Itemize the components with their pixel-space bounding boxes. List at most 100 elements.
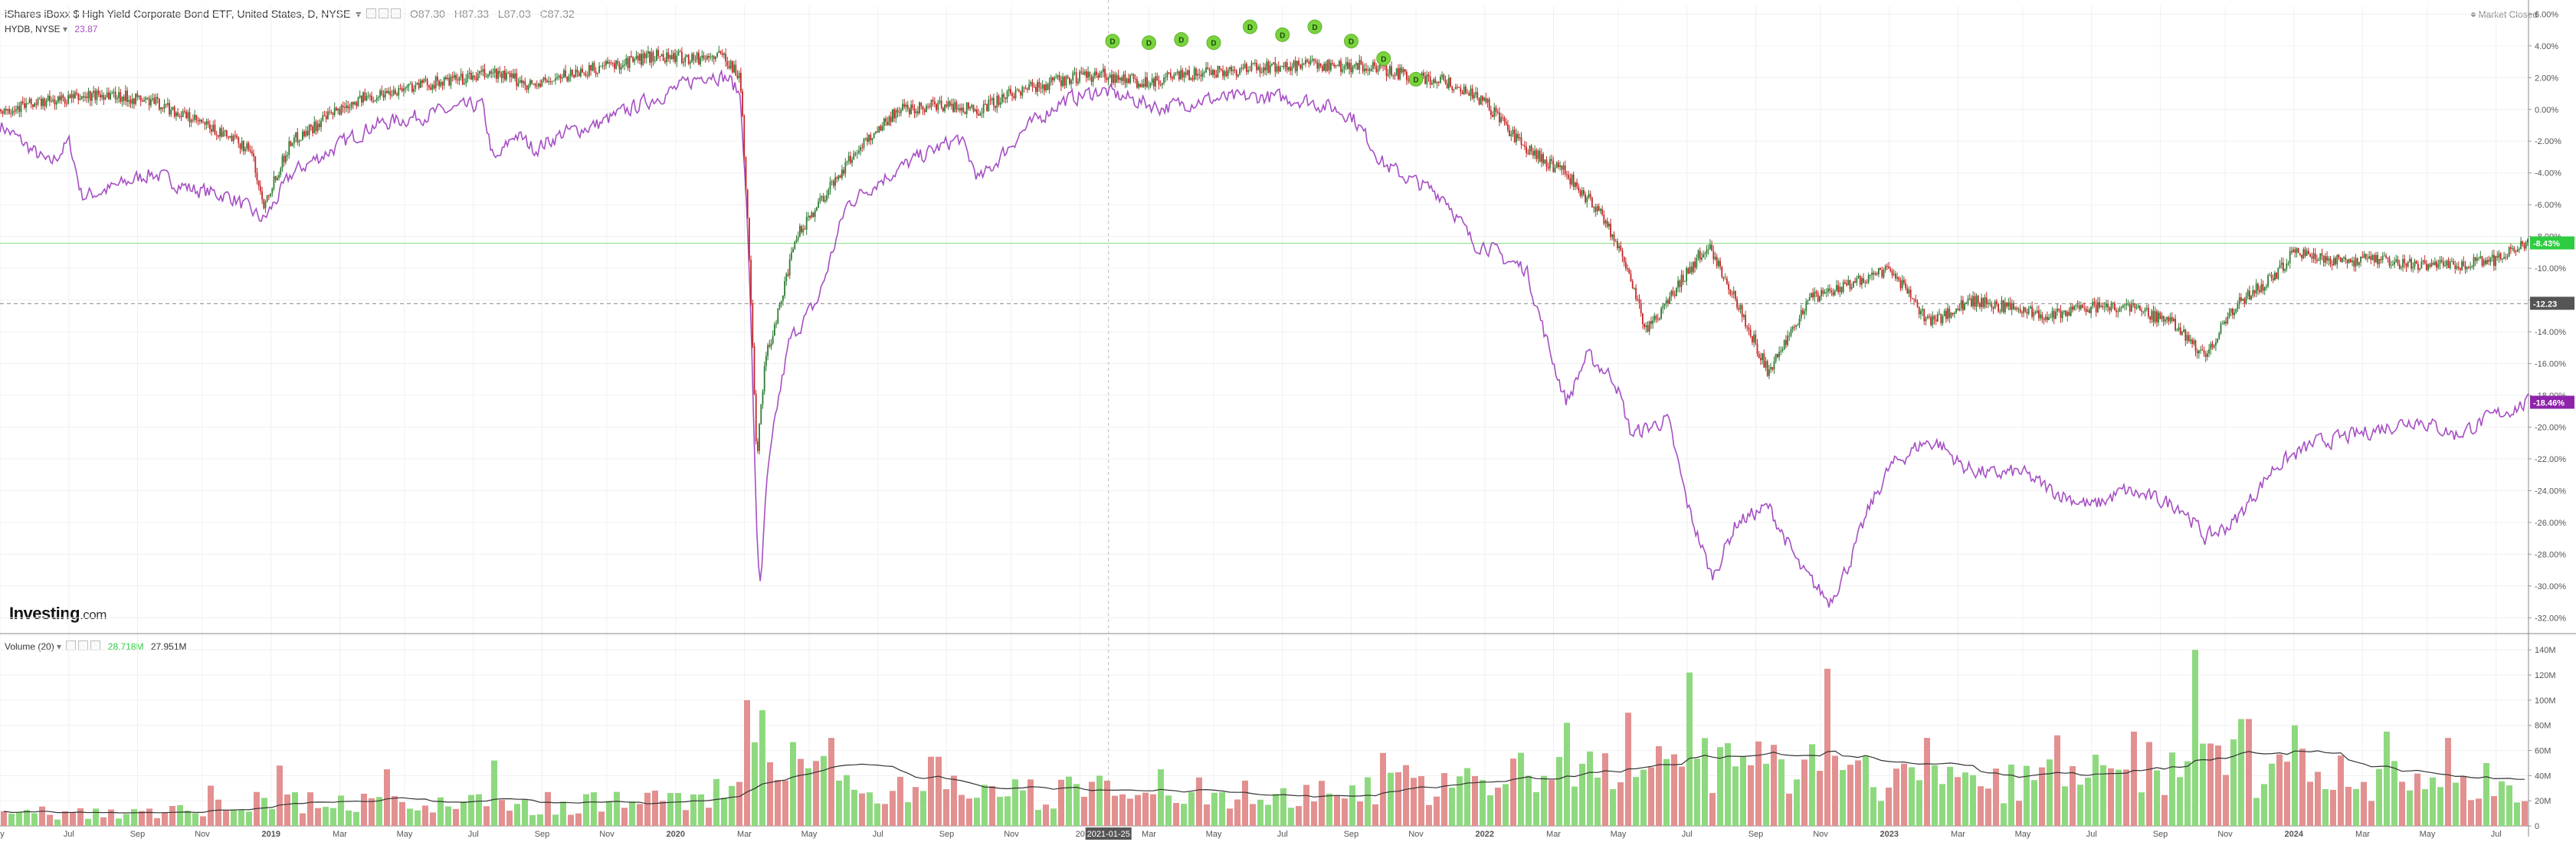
- candle-body: [51, 100, 52, 102]
- volume-bar: [483, 806, 490, 826]
- candle-body: [2346, 259, 2348, 264]
- candle-body: [2515, 251, 2517, 253]
- volume-bar: [1365, 777, 1371, 826]
- candle-body: [961, 107, 962, 111]
- candle-body: [1844, 282, 1846, 283]
- candle-body: [1008, 89, 1010, 91]
- candle-body: [327, 111, 329, 120]
- volume-bar: [752, 742, 758, 826]
- candle-body: [614, 63, 615, 69]
- candle-body: [1014, 90, 1017, 99]
- candle-body: [1342, 68, 1344, 72]
- candle-body: [1992, 307, 1994, 309]
- candle-body: [809, 215, 811, 218]
- volume-bar: [1985, 788, 1991, 826]
- candle-body: [1519, 137, 1521, 139]
- volume-bar: [1073, 784, 1080, 826]
- volume-bar: [2353, 788, 2359, 826]
- candle-body: [1673, 294, 1676, 297]
- candle-body: [187, 112, 189, 119]
- candle-body: [713, 56, 715, 60]
- candle-body: [1121, 77, 1122, 81]
- candle-body: [1244, 64, 1246, 68]
- volume-bar: [2460, 776, 2466, 826]
- candle-body: [325, 116, 327, 120]
- candle-body: [2350, 259, 2352, 263]
- volume-bar: [1434, 796, 1440, 826]
- candle-body: [1625, 262, 1627, 269]
- remove-button[interactable]: [391, 8, 401, 18]
- volume-value-1: 28.718M: [107, 641, 144, 652]
- y-tick-label: -16.00%: [2535, 360, 2566, 369]
- candle-body: [2204, 353, 2207, 357]
- candle-body: [1988, 303, 1989, 304]
- market-status: Market Closed: [2470, 9, 2538, 20]
- compare-header[interactable]: HYDB, NYSE ▾ 23.87: [5, 24, 97, 34]
- volume-label[interactable]: Volume (20): [5, 641, 54, 652]
- candle-body: [2119, 308, 2121, 312]
- candle-body: [1962, 300, 1964, 310]
- candle-body: [61, 95, 63, 100]
- settings-button[interactable]: [366, 8, 377, 18]
- volume-bar: [1050, 808, 1057, 826]
- volume-bar: [499, 800, 505, 826]
- volume-bar: [1901, 763, 1907, 826]
- candle-body: [1628, 268, 1630, 274]
- volume-bar: [575, 813, 582, 826]
- candle-body: [2082, 305, 2083, 308]
- candle-body: [1857, 276, 1860, 278]
- hide-button[interactable]: [379, 8, 389, 18]
- candle-body: [1672, 290, 1674, 295]
- volume-bar: [1181, 804, 1187, 826]
- volume-bar: [2184, 761, 2191, 826]
- candle-body: [1011, 93, 1013, 97]
- volume-bar: [1142, 792, 1149, 826]
- compare-dropdown-icon[interactable]: ▾: [63, 24, 68, 34]
- candle-body: [1313, 59, 1315, 61]
- candle-body: [2217, 338, 2218, 342]
- candle-body: [364, 92, 366, 101]
- candle-body: [1159, 84, 1162, 86]
- candle-body: [388, 90, 389, 93]
- volume-bar: [943, 789, 949, 826]
- candle-body: [2253, 290, 2256, 293]
- volume-bar: [39, 806, 45, 826]
- x-tick-label: 2020: [667, 830, 685, 839]
- candle-body: [438, 80, 440, 87]
- candle-body: [2283, 262, 2284, 271]
- volume-dropdown-icon[interactable]: ▾: [57, 641, 62, 652]
- candle-body: [222, 131, 224, 137]
- volume-bar: [1464, 768, 1470, 826]
- volume-bar: [836, 780, 842, 826]
- candle-body: [499, 70, 501, 74]
- candle-body: [1052, 77, 1054, 80]
- candle-body: [1493, 107, 1496, 117]
- candle-body: [1441, 74, 1443, 77]
- candle-body: [1787, 336, 1788, 346]
- candle-body: [2375, 254, 2377, 263]
- candle-body: [329, 111, 330, 113]
- candle-body: [266, 195, 268, 202]
- candle-body: [1575, 182, 1576, 187]
- volume-bar: [1165, 795, 1172, 826]
- candle-body: [765, 355, 767, 366]
- candle-body: [83, 96, 84, 98]
- candle-body: [942, 107, 944, 112]
- candle-body: [947, 101, 949, 107]
- candle-body: [1461, 92, 1463, 94]
- candle-body: [185, 111, 187, 119]
- candle-body: [2011, 303, 2013, 310]
- candle-body: [38, 98, 41, 100]
- candle-body: [1104, 68, 1106, 78]
- x-tick-label: Jul: [2491, 830, 2502, 839]
- candle-body: [686, 54, 688, 57]
- compare-label[interactable]: HYDB, NYSE: [5, 24, 61, 34]
- candle-body: [483, 69, 486, 77]
- candle-body: [1185, 72, 1187, 75]
- candle-body: [1929, 316, 1930, 317]
- candle-body: [1690, 267, 1693, 273]
- volume-bar: [1809, 744, 1815, 826]
- candle-body: [1509, 129, 1510, 136]
